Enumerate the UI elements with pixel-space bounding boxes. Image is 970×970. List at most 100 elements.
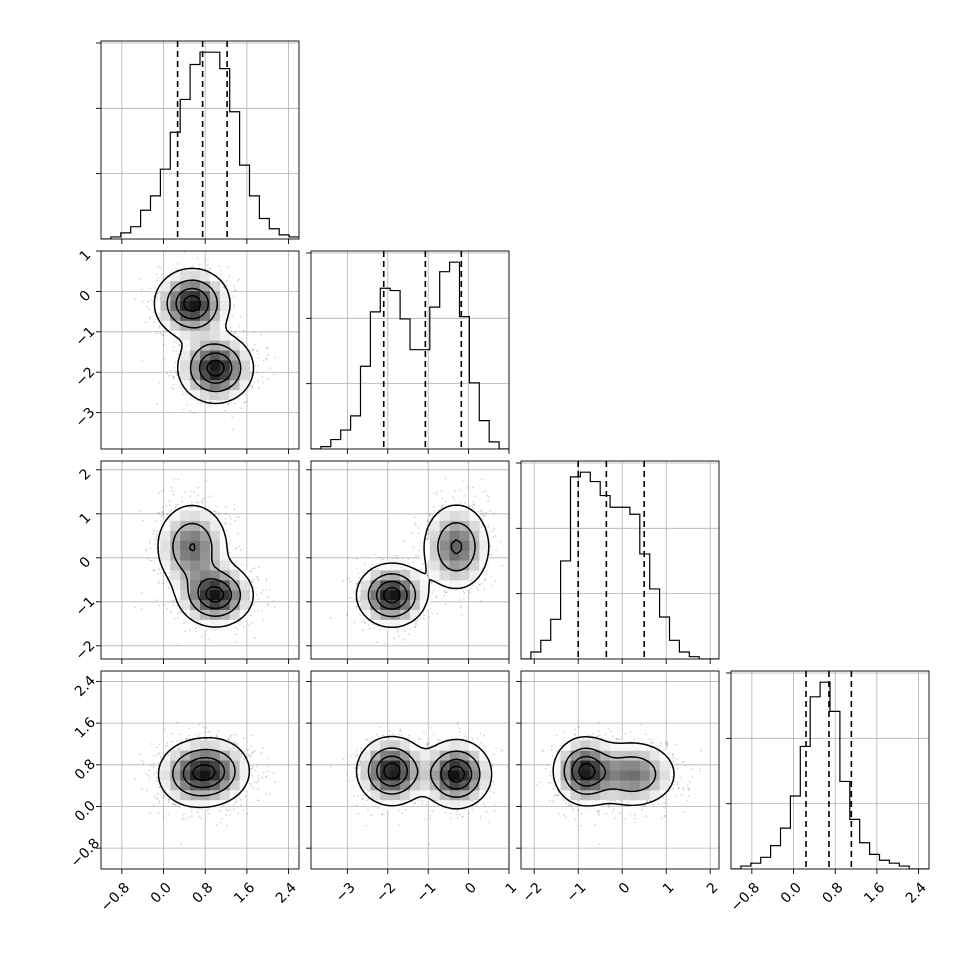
scatter-point bbox=[250, 570, 253, 573]
scatter-point bbox=[195, 630, 197, 633]
contour-level-2 bbox=[175, 287, 233, 385]
scatter-point bbox=[255, 371, 258, 374]
scatter-point bbox=[158, 291, 160, 294]
scatter-point bbox=[267, 596, 270, 599]
scatter-point bbox=[172, 346, 175, 349]
scatter-point bbox=[468, 506, 471, 508]
scatter-point bbox=[462, 597, 465, 600]
scatter-point bbox=[252, 579, 255, 581]
density-cell bbox=[219, 550, 231, 561]
scatter-point bbox=[428, 532, 430, 535]
scatter-point bbox=[227, 266, 230, 269]
scatter-point bbox=[167, 518, 170, 521]
scatter-point bbox=[174, 361, 177, 364]
scatter-point bbox=[170, 386, 173, 389]
density-cell bbox=[229, 379, 241, 391]
density-cell bbox=[200, 560, 211, 571]
density-cell bbox=[190, 369, 201, 381]
scatter-point bbox=[178, 611, 181, 613]
scatter-point bbox=[155, 536, 158, 539]
scatter-point bbox=[157, 512, 160, 514]
scatter-point bbox=[226, 403, 229, 406]
scatter-point bbox=[146, 306, 149, 308]
scatter-point bbox=[156, 599, 158, 601]
scatter-point bbox=[236, 628, 239, 631]
scatter-point bbox=[149, 287, 152, 290]
scatter-point bbox=[156, 533, 158, 536]
scatter-point bbox=[202, 401, 204, 404]
scatter-point bbox=[181, 390, 184, 393]
scatter-point bbox=[417, 554, 419, 557]
scatter-point bbox=[183, 251, 186, 254]
scatter-point bbox=[414, 623, 417, 625]
density-cell bbox=[190, 560, 201, 571]
scatter-point bbox=[418, 549, 420, 552]
scatter-point bbox=[250, 373, 253, 376]
density-cell bbox=[219, 540, 231, 551]
density-cell bbox=[219, 619, 231, 630]
density-cell bbox=[209, 340, 221, 351]
scatter-point bbox=[473, 508, 476, 511]
scatter-point bbox=[178, 371, 181, 374]
scatter-point bbox=[164, 358, 166, 361]
scatter-point bbox=[371, 563, 374, 566]
scatter-point bbox=[472, 503, 475, 506]
scatter-point bbox=[158, 512, 160, 515]
scatter-point bbox=[140, 591, 143, 594]
scatter-point bbox=[269, 588, 271, 591]
y-tick-label: 0 bbox=[77, 288, 95, 306]
scatter-point bbox=[224, 512, 227, 515]
scatter-point bbox=[176, 642, 179, 645]
scatter-point bbox=[174, 506, 177, 509]
scatter-point bbox=[431, 612, 434, 615]
scatter-point bbox=[432, 589, 435, 592]
scatter-point bbox=[506, 516, 509, 519]
scatter-point bbox=[495, 549, 498, 551]
scatter-point bbox=[237, 516, 240, 519]
panel-r1-c0: −3−2−101 bbox=[73, 247, 300, 454]
panel-frame bbox=[310, 250, 510, 450]
scatter-point bbox=[168, 504, 171, 507]
density-cell bbox=[219, 330, 231, 341]
scatter-point bbox=[428, 528, 431, 531]
scatter-point bbox=[156, 332, 158, 335]
density-cell bbox=[190, 609, 201, 620]
scatter-point bbox=[493, 527, 495, 530]
scatter-point bbox=[256, 350, 258, 353]
scatter-point bbox=[396, 630, 399, 633]
scatter-point bbox=[157, 265, 160, 268]
scatter-point bbox=[185, 393, 187, 395]
scatter-point bbox=[242, 341, 245, 344]
density-cell bbox=[180, 290, 191, 301]
density-cell bbox=[160, 540, 171, 551]
scatter-point bbox=[188, 506, 191, 509]
scatter-point bbox=[168, 500, 170, 503]
density-cell bbox=[229, 359, 241, 371]
scatter-point bbox=[165, 372, 168, 375]
scatter-point bbox=[252, 348, 254, 351]
scatter-point bbox=[254, 637, 256, 639]
scatter-point bbox=[239, 548, 242, 551]
scatter-point bbox=[239, 315, 242, 318]
scatter-point bbox=[158, 604, 160, 607]
scatter-point bbox=[472, 501, 475, 504]
scatter-point bbox=[146, 548, 149, 551]
scatter-point bbox=[369, 627, 371, 630]
density-cell bbox=[219, 560, 231, 571]
scatter-point bbox=[171, 490, 174, 492]
scatter-point bbox=[265, 579, 268, 581]
scatter-point bbox=[186, 404, 188, 406]
density-cell bbox=[209, 579, 221, 591]
scatter-point bbox=[201, 635, 203, 638]
scatter-point bbox=[173, 366, 176, 369]
scatter-point bbox=[262, 381, 264, 384]
scatter-point bbox=[436, 491, 438, 494]
scatter-point bbox=[257, 576, 259, 579]
density-cell bbox=[209, 330, 221, 341]
scatter-point bbox=[463, 592, 466, 595]
scatter-point bbox=[422, 563, 424, 566]
scatter-point bbox=[177, 612, 179, 615]
density-cell bbox=[229, 609, 241, 620]
scatter-point bbox=[147, 301, 149, 303]
scatter-point bbox=[459, 606, 462, 609]
